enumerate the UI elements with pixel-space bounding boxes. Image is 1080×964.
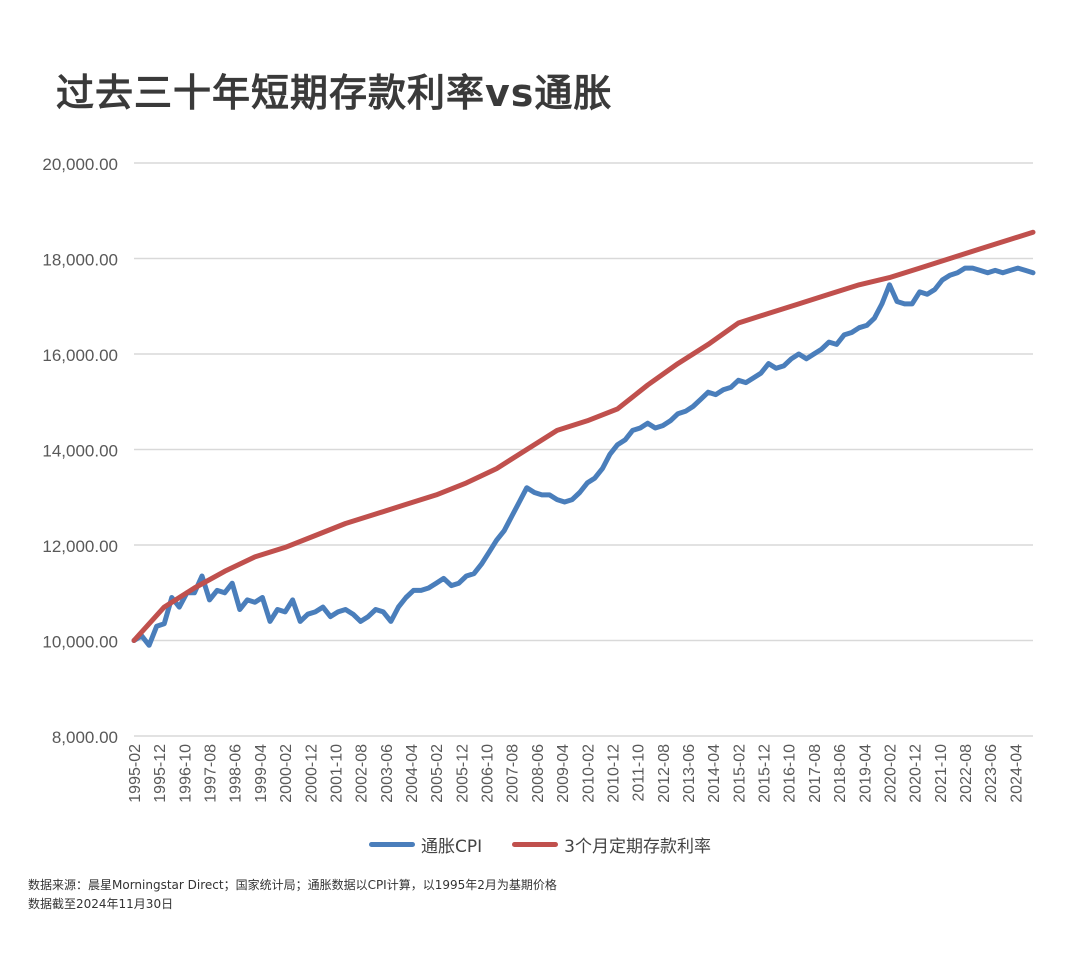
legend-swatch-deposit [512,842,559,847]
x-tick-label: 1996-10 [177,744,194,803]
deposit-rate-series-line [131,229,1036,643]
y-tick-label: 8,000.00 [52,728,118,747]
legend-item-deposit[interactable]: 3个月定期存款利率 [512,832,711,857]
x-tick-label: 2005-02 [429,744,446,803]
x-tick-label: 2021-10 [933,744,950,803]
x-tick-label: 2014-04 [706,744,723,803]
x-tick-label: 2009-04 [555,744,572,803]
x-tick-label: 1995-02 [127,744,144,803]
x-tick-label: 2016-10 [782,744,799,803]
x-tick-label: 1998-06 [228,744,245,803]
x-tick-label: 2003-06 [379,744,396,803]
source-note: 数据来源：晨星Morningstar Direct；国家统计局；通胀数据以CPI… [28,878,557,892]
y-tick-label: 12,000.00 [42,537,118,556]
x-tick-label: 2019-04 [857,744,874,803]
x-tick-label: 2011-10 [631,744,648,802]
x-tick-label: 2000-02 [278,744,295,803]
x-tick-label: 1995-12 [152,744,169,803]
x-tick-label: 2010-02 [580,744,597,803]
cutoff-note: 数据截至2024年11月30日 [28,897,174,911]
x-tick-label: 2020-02 [882,744,899,803]
x-tick-label: 2000-12 [303,744,320,803]
legend-item-cpi[interactable]: 通胀CPI [369,832,482,857]
legend-swatch-cpi [369,842,416,847]
x-tick-label: 2020-12 [908,744,925,803]
source-notes: 数据来源：晨星Morningstar Direct；国家统计局；通胀数据以CPI… [28,876,557,914]
x-tick-label: 2017-08 [807,744,824,803]
y-tick-label: 18,000.00 [42,251,118,270]
y-tick-label: 16,000.00 [42,346,118,365]
x-tick-label: 2002-08 [354,744,371,803]
series-lines [131,229,1036,648]
x-tick-label: 2015-02 [731,744,748,803]
y-tick-label: 10,000.00 [42,633,118,652]
x-tick-label: 2015-12 [757,744,774,803]
x-tick-label: 2004-04 [404,744,421,803]
x-tick-label: 2007-08 [505,744,522,803]
x-tick-label: 2022-08 [958,744,975,803]
x-tick-label: 1997-08 [203,744,220,803]
x-tick-label: 2013-06 [681,744,698,803]
x-tick-label: 2024-04 [1008,744,1025,803]
x-tick-label: 2005-12 [454,744,471,803]
x-tick-label: 2010-12 [605,744,622,803]
y-tick-label: 20,000.00 [42,155,118,174]
grid-lines [134,162,1033,737]
legend-label-deposit: 3个月定期存款利率 [564,837,711,857]
legend-label-cpi: 通胀CPI [421,837,483,857]
x-tick-label: 2012-08 [656,744,673,803]
x-tick-label: 2006-10 [480,744,497,803]
cpi-series-line [131,265,1036,648]
x-tick-label: 1999-04 [253,744,270,803]
y-axis-ticks: 8,000.00 10,000.00 12,000.00 14,000.00 16,00… [42,155,118,747]
chart-title: 过去三十年短期存款利率vs通胀 [56,71,613,115]
x-tick-label: 2008-06 [530,744,547,803]
x-tick-label: 2023-06 [983,744,1000,803]
x-axis-ticks: 1995-02 1995-12 1996-10 1997-08 1998-06 1999-… [127,744,1025,803]
x-tick-label: 2018-06 [832,744,849,803]
x-tick-label: 2001-10 [328,744,345,803]
legend: 通胀CPI 3个月定期存款利率 [0,832,1080,857]
y-tick-label: 14,000.00 [42,442,118,461]
